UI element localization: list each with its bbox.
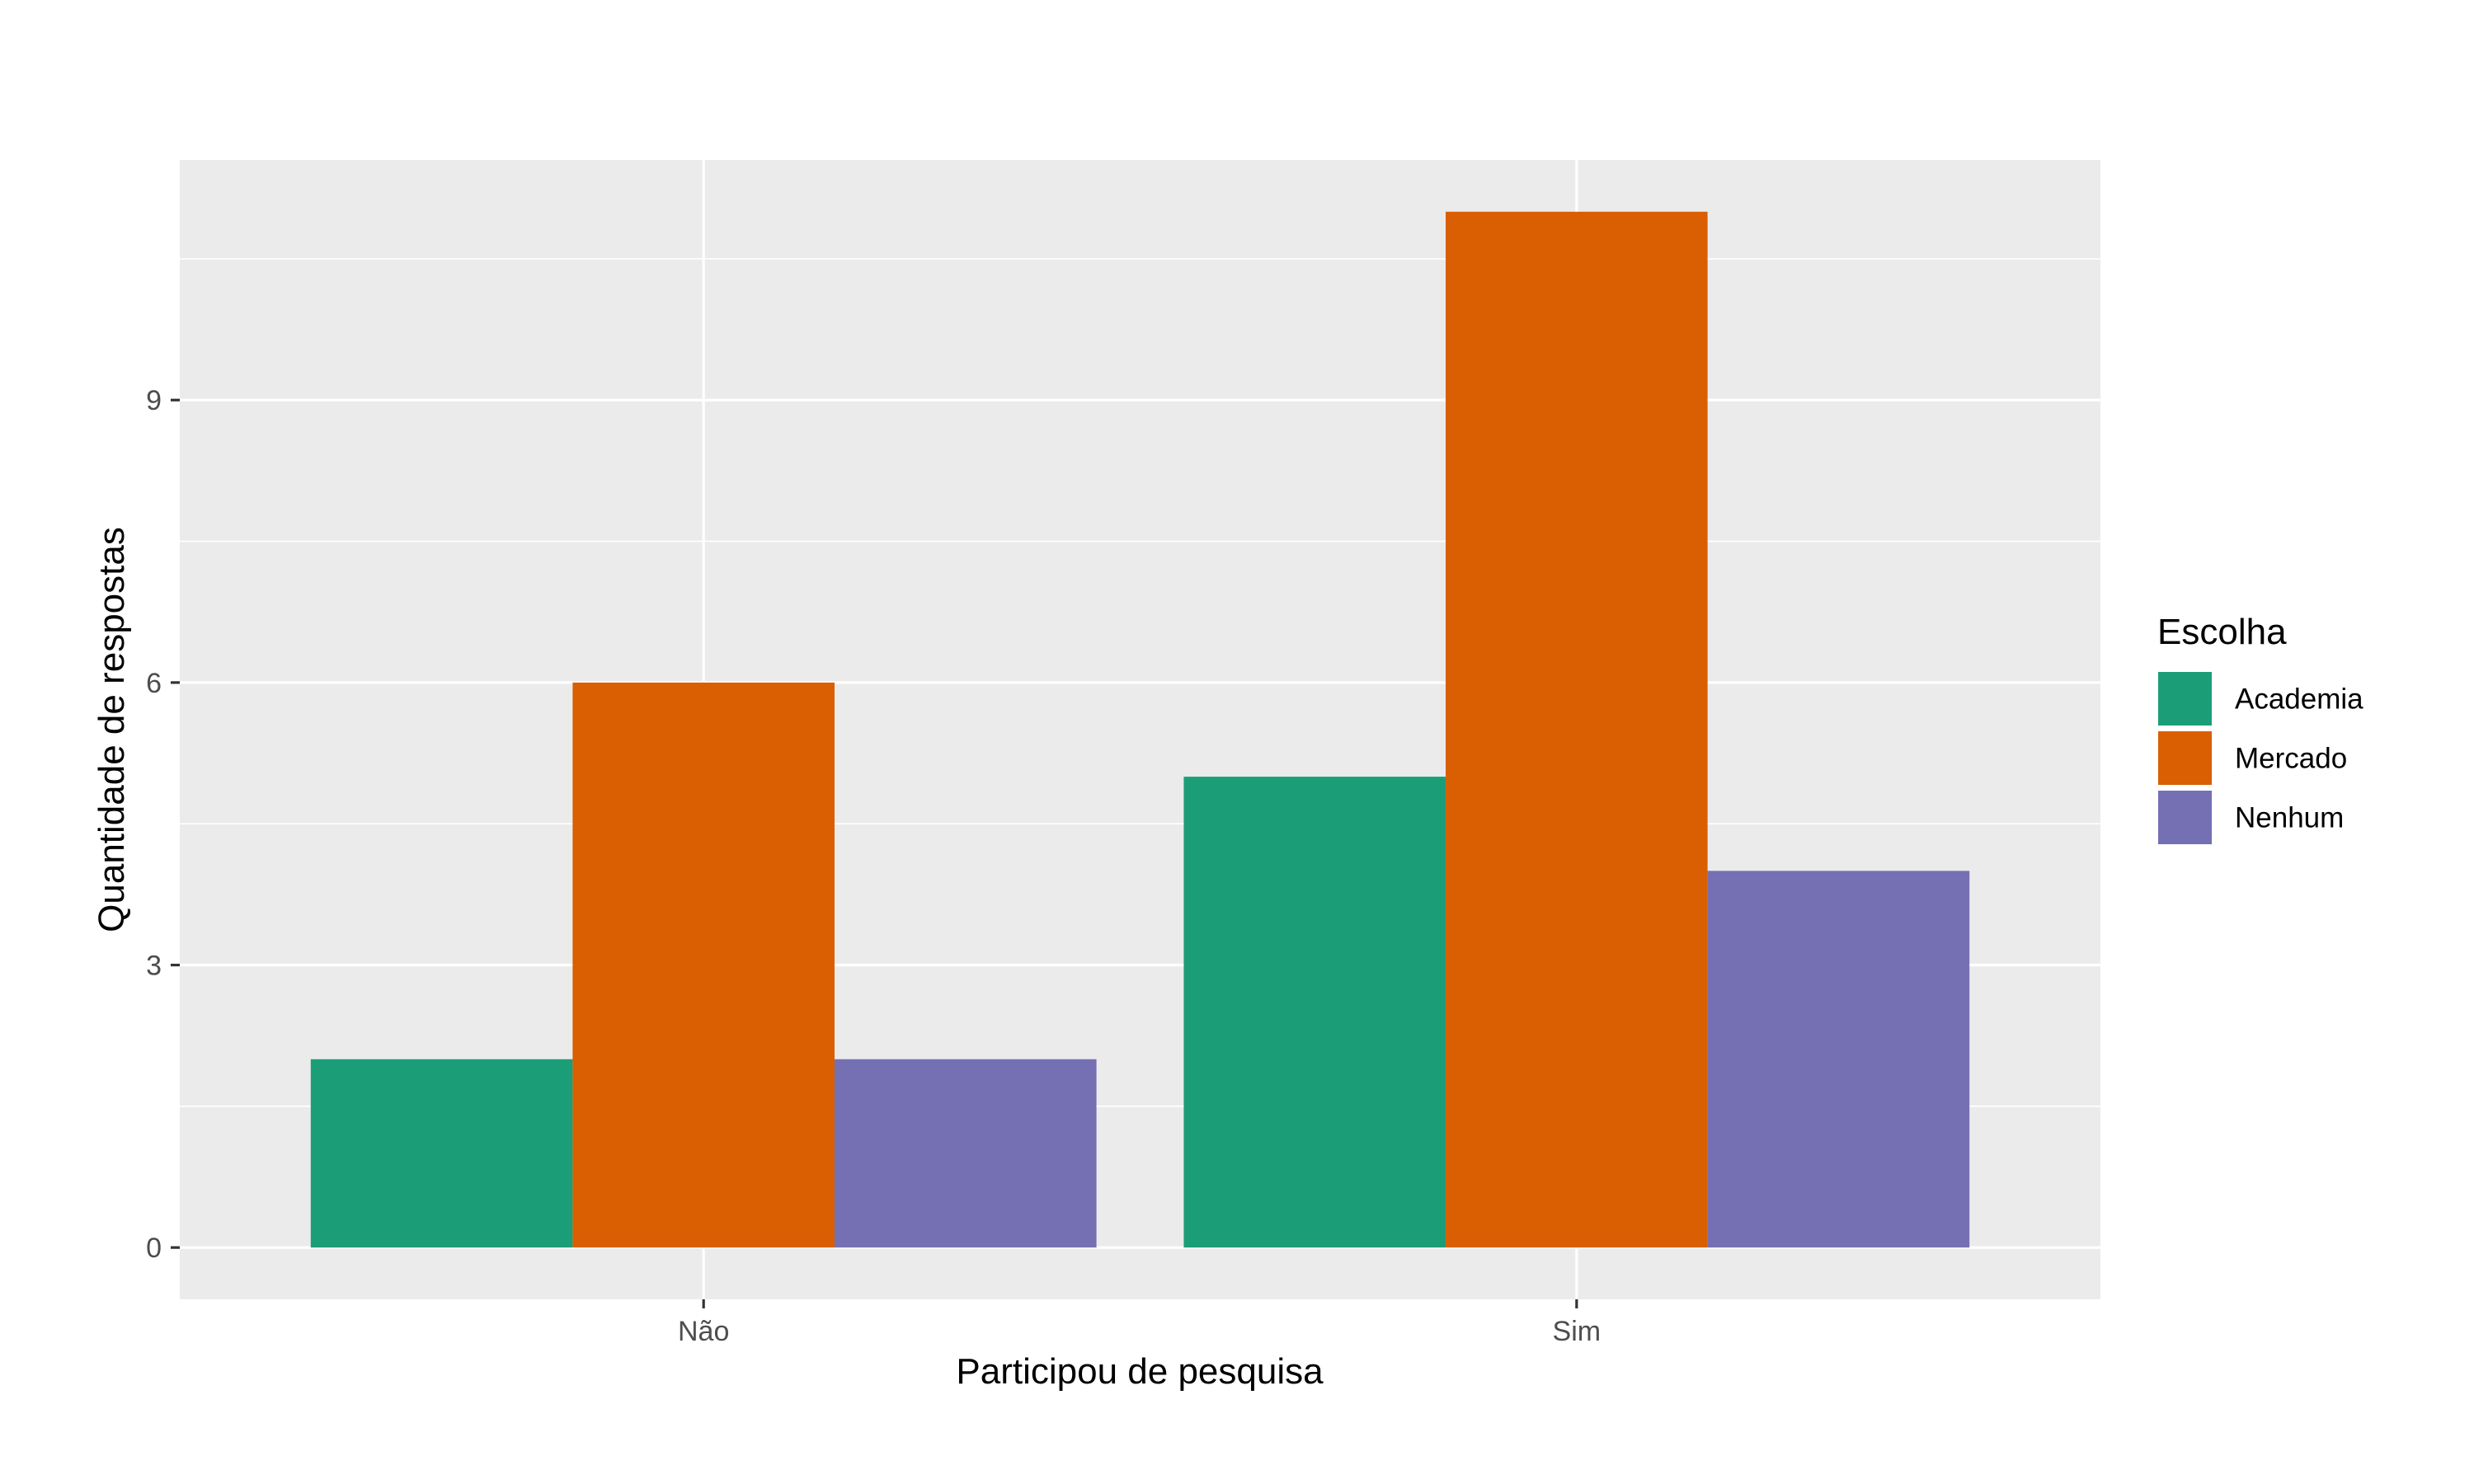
legend-label-nenhum: Nenhum: [2235, 802, 2344, 834]
x-axis: Não Sim: [678, 1299, 1601, 1347]
x-tick-label: Não: [678, 1316, 729, 1347]
bar-mercado-não: [572, 682, 835, 1248]
y-tick-label: 6: [146, 668, 162, 699]
legend-key-academia: [2157, 670, 2213, 727]
y-tick-label: 9: [146, 385, 162, 416]
legend-key-mercado: [2157, 730, 2213, 787]
y-tick-label: 0: [146, 1233, 162, 1264]
x-axis-title: Participou de pesquisa: [956, 1351, 1324, 1392]
x-tick-label: Sim: [1553, 1316, 1602, 1347]
y-axis-title: Quantidade de respostas: [92, 527, 132, 932]
bar-mercado-sim: [1446, 211, 1708, 1248]
legend-key-nenhum: [2157, 789, 2213, 846]
bars-group: [310, 211, 1970, 1248]
legend-label-academia: Academia: [2235, 683, 2363, 716]
legend-title: Escolha: [2157, 612, 2287, 652]
bar-academia-sim: [1183, 777, 1446, 1248]
y-tick-label: 3: [146, 951, 162, 982]
legend-label-mercado: Mercado: [2235, 743, 2347, 775]
bar-nenhum-não: [834, 1059, 1097, 1248]
bar-nenhum-sim: [1707, 871, 1970, 1248]
legend: Escolha Academia Mercado Nenhum: [2157, 612, 2363, 846]
y-axis: 0 3 6 9: [146, 385, 180, 1264]
bar-academia-não: [310, 1059, 573, 1248]
